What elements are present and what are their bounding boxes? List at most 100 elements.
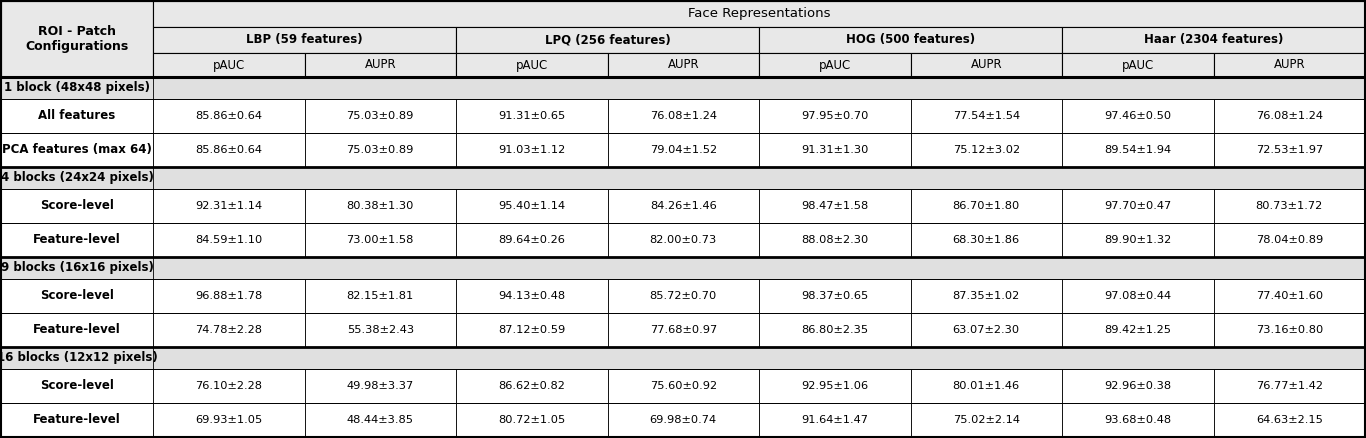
Text: 97.46±0.50: 97.46±0.50 bbox=[1104, 111, 1171, 121]
Text: LPQ (256 features): LPQ (256 features) bbox=[545, 33, 671, 46]
Bar bbox=[1, 403, 153, 437]
Bar bbox=[1, 167, 1365, 189]
Text: ROI - Patch
Configurations: ROI - Patch Configurations bbox=[26, 25, 128, 53]
Text: 98.37±0.65: 98.37±0.65 bbox=[800, 291, 869, 301]
Bar bbox=[759, 53, 911, 77]
Text: 73.16±0.80: 73.16±0.80 bbox=[1255, 325, 1322, 335]
Bar bbox=[1061, 27, 1365, 53]
Bar bbox=[1, 369, 153, 403]
Bar bbox=[305, 53, 456, 77]
Bar bbox=[759, 223, 911, 257]
Bar bbox=[305, 133, 456, 167]
Bar bbox=[456, 279, 608, 313]
Bar bbox=[153, 369, 305, 403]
Text: 97.08±0.44: 97.08±0.44 bbox=[1104, 291, 1171, 301]
Text: 82.15±1.81: 82.15±1.81 bbox=[347, 291, 414, 301]
Bar bbox=[911, 53, 1061, 77]
Text: 85.72±0.70: 85.72±0.70 bbox=[650, 291, 717, 301]
Bar bbox=[1, 347, 1365, 369]
Text: 69.93±1.05: 69.93±1.05 bbox=[195, 415, 262, 425]
Bar bbox=[456, 53, 608, 77]
Text: 91.64±1.47: 91.64±1.47 bbox=[802, 415, 869, 425]
Bar bbox=[153, 133, 305, 167]
Bar bbox=[153, 53, 305, 77]
Bar bbox=[1, 99, 1365, 133]
Text: 76.08±1.24: 76.08±1.24 bbox=[650, 111, 717, 121]
Bar bbox=[1213, 189, 1365, 223]
Text: 97.70±0.47: 97.70±0.47 bbox=[1104, 201, 1172, 211]
Text: 64.63±2.15: 64.63±2.15 bbox=[1255, 415, 1322, 425]
Text: 69.98±0.74: 69.98±0.74 bbox=[650, 415, 717, 425]
Bar bbox=[1061, 189, 1213, 223]
Text: HOG (500 features): HOG (500 features) bbox=[846, 33, 975, 46]
Bar bbox=[759, 313, 911, 347]
Text: 74.78±2.28: 74.78±2.28 bbox=[195, 325, 262, 335]
Bar bbox=[456, 223, 608, 257]
Bar bbox=[911, 223, 1061, 257]
Bar bbox=[1061, 99, 1213, 133]
Bar bbox=[456, 189, 608, 223]
Bar bbox=[456, 313, 608, 347]
Text: 79.04±1.52: 79.04±1.52 bbox=[650, 145, 717, 155]
Bar bbox=[608, 313, 759, 347]
Text: 84.26±1.46: 84.26±1.46 bbox=[650, 201, 717, 211]
Bar bbox=[608, 223, 759, 257]
Bar bbox=[153, 403, 305, 437]
Bar bbox=[1213, 133, 1365, 167]
Bar bbox=[759, 189, 911, 223]
Bar bbox=[1, 313, 153, 347]
Text: AUPR: AUPR bbox=[970, 59, 1003, 71]
Text: 80.38±1.30: 80.38±1.30 bbox=[347, 201, 414, 211]
Text: 85.86±0.64: 85.86±0.64 bbox=[195, 111, 262, 121]
Text: 80.72±1.05: 80.72±1.05 bbox=[499, 415, 566, 425]
Bar bbox=[1213, 279, 1365, 313]
Text: 89.54±1.94: 89.54±1.94 bbox=[1104, 145, 1171, 155]
Bar bbox=[608, 369, 759, 403]
Text: PCA features (max 64): PCA features (max 64) bbox=[3, 144, 152, 156]
Bar bbox=[1061, 313, 1213, 347]
Text: 76.08±1.24: 76.08±1.24 bbox=[1255, 111, 1322, 121]
Bar bbox=[153, 313, 305, 347]
Bar bbox=[1061, 223, 1213, 257]
Bar bbox=[153, 223, 305, 257]
Bar bbox=[1, 223, 153, 257]
Bar bbox=[759, 369, 911, 403]
Text: AUPR: AUPR bbox=[668, 59, 699, 71]
Text: 77.40±1.60: 77.40±1.60 bbox=[1255, 291, 1322, 301]
Text: 49.98±3.37: 49.98±3.37 bbox=[347, 381, 414, 391]
Bar bbox=[608, 279, 759, 313]
Text: pAUC: pAUC bbox=[1121, 59, 1154, 71]
Text: 95.40±1.14: 95.40±1.14 bbox=[499, 201, 566, 211]
Text: 72.53±1.97: 72.53±1.97 bbox=[1255, 145, 1322, 155]
Bar bbox=[456, 99, 608, 133]
Text: 86.80±2.35: 86.80±2.35 bbox=[802, 325, 869, 335]
Text: 88.08±2.30: 88.08±2.30 bbox=[800, 235, 869, 245]
Text: 76.77±1.42: 76.77±1.42 bbox=[1255, 381, 1322, 391]
Bar bbox=[1, 257, 1365, 279]
Bar bbox=[153, 189, 305, 223]
Text: 77.54±1.54: 77.54±1.54 bbox=[952, 111, 1020, 121]
Bar bbox=[456, 369, 608, 403]
Bar bbox=[1213, 53, 1365, 77]
Text: 87.12±0.59: 87.12±0.59 bbox=[499, 325, 566, 335]
Bar bbox=[911, 369, 1061, 403]
Bar bbox=[1061, 279, 1213, 313]
Text: 73.00±1.58: 73.00±1.58 bbox=[347, 235, 414, 245]
Text: 63.07±2.30: 63.07±2.30 bbox=[952, 325, 1020, 335]
Bar bbox=[153, 1, 1365, 27]
Bar bbox=[1, 99, 153, 133]
Bar bbox=[608, 133, 759, 167]
Bar bbox=[911, 279, 1061, 313]
Text: Feature-level: Feature-level bbox=[33, 413, 120, 427]
Bar bbox=[1, 313, 1365, 347]
Text: 91.03±1.12: 91.03±1.12 bbox=[499, 145, 566, 155]
Bar bbox=[1213, 403, 1365, 437]
Bar bbox=[1061, 53, 1213, 77]
Bar bbox=[911, 403, 1061, 437]
Bar bbox=[1061, 403, 1213, 437]
Text: 75.02±2.14: 75.02±2.14 bbox=[952, 415, 1020, 425]
Text: 82.00±0.73: 82.00±0.73 bbox=[650, 235, 717, 245]
Bar bbox=[759, 27, 1061, 53]
Bar bbox=[1, 133, 153, 167]
Bar bbox=[759, 279, 911, 313]
